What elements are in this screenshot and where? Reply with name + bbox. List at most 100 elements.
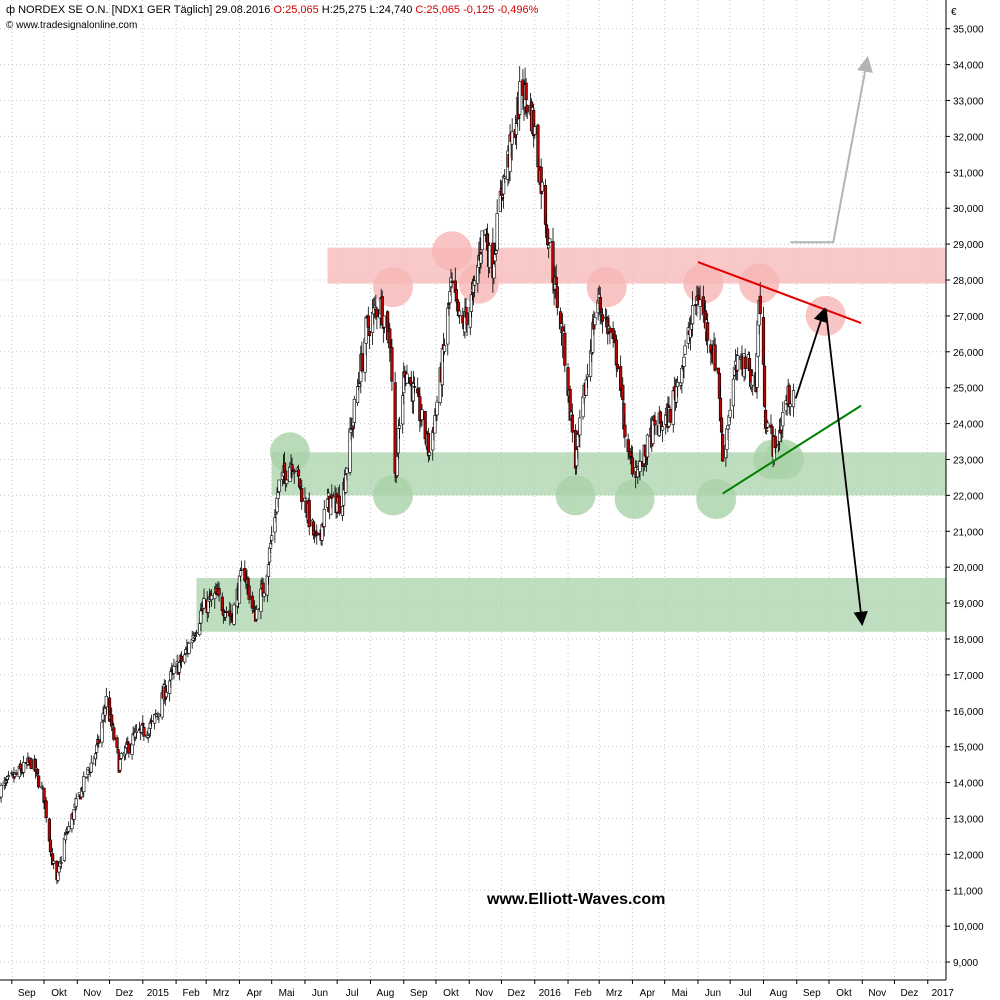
quote-date: 29.08.2016 xyxy=(215,4,271,16)
projection-down-leg xyxy=(824,308,868,627)
candle-body xyxy=(555,286,559,308)
candle-body xyxy=(44,800,48,819)
y-tick-label: 28,000 xyxy=(953,276,984,287)
candle-body xyxy=(297,478,302,488)
x-tick-label: Mai xyxy=(279,988,295,999)
candle-body xyxy=(755,353,759,388)
chart-header: ф NORDEX SE O.N. [NDX1 GER Täglich] 29.08… xyxy=(6,4,538,16)
candle-body xyxy=(89,762,93,773)
candle-body xyxy=(315,532,319,536)
candles xyxy=(0,66,796,885)
candle-body xyxy=(199,610,203,624)
candle-body xyxy=(585,374,589,378)
candle-body xyxy=(344,474,348,493)
candle-body xyxy=(388,328,392,349)
candle-body xyxy=(514,123,519,135)
candle-body xyxy=(623,424,627,437)
candle-body xyxy=(134,730,138,733)
alt-projection xyxy=(790,55,873,244)
candle-body xyxy=(179,655,184,662)
y-tick-label: 15,000 xyxy=(953,743,984,754)
candle-body xyxy=(177,662,181,673)
candle-body xyxy=(494,250,498,254)
y-tick-label: 33,000 xyxy=(953,97,984,108)
candle-body xyxy=(307,499,311,528)
y-tick-label: 18,000 xyxy=(953,635,984,646)
candle-body xyxy=(540,181,544,192)
y-tick-label: 31,000 xyxy=(953,168,984,179)
candle-body xyxy=(74,798,78,807)
candle-body xyxy=(300,488,304,502)
candle-body xyxy=(360,353,364,372)
resistance-touch-marker xyxy=(683,263,724,304)
candle-body xyxy=(401,395,405,425)
candle-body xyxy=(259,588,263,613)
quote-close: C:25,065 xyxy=(415,4,461,16)
candle-body xyxy=(533,126,537,135)
resistance-touch-marker xyxy=(739,263,780,304)
candle-body xyxy=(442,345,447,352)
y-tick-label: 32,000 xyxy=(953,132,984,143)
y-tick-label: 16,000 xyxy=(953,707,984,718)
quote-high: H:25,275 xyxy=(321,4,367,16)
resistance-touch-marker xyxy=(432,231,473,272)
candle-body xyxy=(127,743,131,754)
x-tick-label: Okt xyxy=(836,988,852,999)
candle-body xyxy=(240,568,244,571)
candle-body xyxy=(435,401,439,416)
candle-body xyxy=(781,412,785,427)
candle-body xyxy=(630,457,635,475)
candle-body xyxy=(502,175,506,195)
candle-body xyxy=(660,426,665,431)
x-tick-label: Okt xyxy=(443,988,459,999)
candle-body xyxy=(493,254,497,262)
candle-body xyxy=(375,308,379,318)
quote-low: L:24,740 xyxy=(369,4,413,16)
candle-body xyxy=(250,595,254,609)
candle-body xyxy=(427,451,432,456)
candle-body xyxy=(119,753,123,759)
candle-body xyxy=(142,726,146,737)
candle-body xyxy=(395,456,399,476)
candle-body xyxy=(296,469,301,477)
candle-body xyxy=(600,314,604,322)
candle-body xyxy=(164,691,169,698)
x-tick-label: Sep xyxy=(803,988,821,999)
candle-body xyxy=(547,244,551,249)
candle-body xyxy=(97,739,101,744)
candle-body xyxy=(488,245,492,269)
x-tick-label: Jul xyxy=(739,988,752,999)
y-tick-label: 22,000 xyxy=(953,491,984,502)
candle-body xyxy=(72,809,76,820)
x-tick-label: 2017 xyxy=(932,988,955,999)
candle-body xyxy=(614,339,618,366)
instrument-interval: Täglich] xyxy=(173,4,213,16)
candle-body xyxy=(292,470,296,473)
resistance-zone xyxy=(327,247,947,284)
candle-body xyxy=(95,744,99,753)
instrument-ticker: [NDX1 GER xyxy=(111,4,171,16)
candle-body xyxy=(731,378,735,407)
candle-body xyxy=(548,238,552,243)
resistance-touch-marker xyxy=(586,267,627,308)
candle-body xyxy=(285,479,289,484)
candle-body xyxy=(758,295,762,315)
x-tick-label: Aug xyxy=(770,988,788,999)
y-tick-label: 12,000 xyxy=(953,850,984,861)
candle-body xyxy=(29,758,33,769)
candle-body xyxy=(668,408,672,423)
candle-body xyxy=(262,592,266,597)
candle-body xyxy=(713,344,717,371)
x-tick-label: Dez xyxy=(508,988,526,999)
y-tick-label: 29,000 xyxy=(953,240,984,251)
candle-body xyxy=(510,131,514,145)
candle-body xyxy=(525,105,529,113)
candle-body xyxy=(469,294,473,312)
y-tick-label: 34,000 xyxy=(953,61,984,72)
candle-body xyxy=(82,776,86,793)
candle-body xyxy=(187,643,191,654)
y-tick-label: 17,000 xyxy=(953,671,984,682)
candle-body xyxy=(554,276,558,285)
candle-body xyxy=(465,312,469,325)
candle-body xyxy=(765,430,769,432)
